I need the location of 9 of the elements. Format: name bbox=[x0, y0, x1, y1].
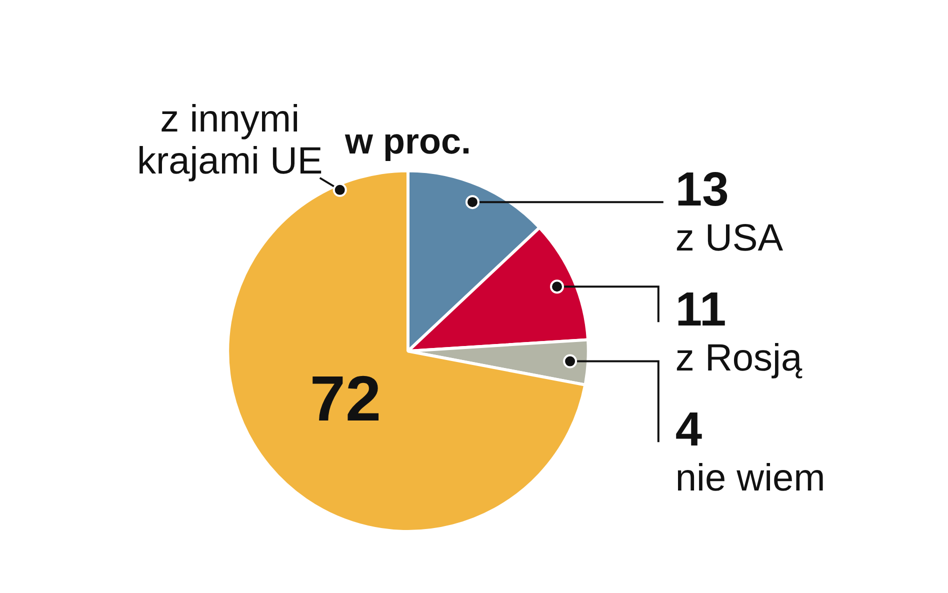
data-label: 4 bbox=[675, 403, 702, 456]
data-label: 13 bbox=[675, 163, 729, 216]
slice-label: z innymi krajami UE bbox=[136, 98, 323, 182]
slice-label: z Rosją bbox=[675, 338, 803, 380]
slice-label: z USA bbox=[675, 218, 784, 260]
data-label: 11 bbox=[675, 283, 726, 336]
text: w proc. bbox=[344, 120, 472, 162]
slice-label: nie wiem bbox=[675, 458, 826, 500]
data-label: 72 bbox=[310, 362, 382, 434]
